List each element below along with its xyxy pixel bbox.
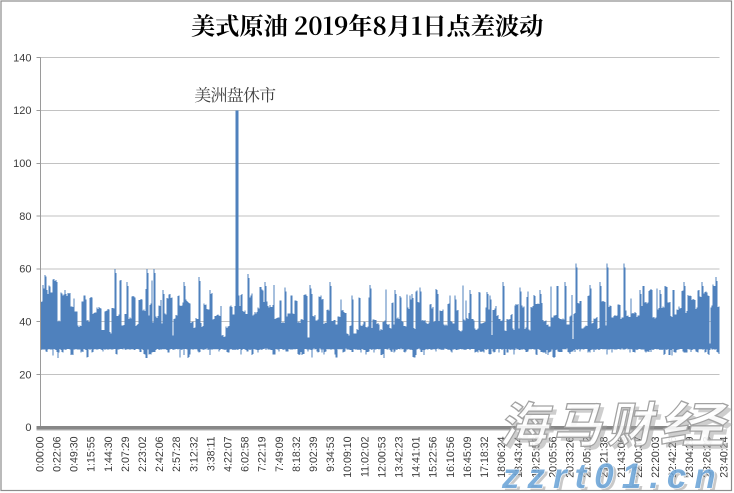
svg-text:8:18:32: 8:18:32 (291, 436, 303, 471)
svg-text:21:21:38: 21:21:38 (599, 436, 611, 477)
svg-text:40: 40 (19, 317, 31, 329)
svg-text:1:15:55: 1:15:55 (86, 436, 98, 471)
svg-text:2:07:29: 2:07:29 (120, 436, 132, 471)
svg-text:120: 120 (13, 105, 31, 117)
svg-text:7:49:09: 7:49:09 (274, 436, 286, 471)
svg-text:0: 0 (25, 422, 31, 434)
svg-text:7:22:19: 7:22:19 (257, 436, 269, 471)
svg-text:16:10:56: 16:10:56 (445, 436, 457, 477)
svg-text:2:57:28: 2:57:28 (171, 436, 183, 471)
svg-text:3:12:32: 3:12:32 (188, 436, 200, 471)
svg-text:22:20:03: 22:20:03 (650, 436, 662, 477)
svg-text:14:41:01: 14:41:01 (411, 436, 423, 477)
svg-text:16:45:09: 16:45:09 (462, 436, 474, 477)
svg-text:80: 80 (19, 211, 31, 223)
svg-text:4:22:07: 4:22:07 (223, 436, 235, 471)
svg-text:13:42:23: 13:42:23 (394, 436, 406, 477)
svg-text:9:02:39: 9:02:39 (308, 436, 320, 471)
svg-text:18:06:24: 18:06:24 (496, 436, 508, 477)
svg-text:18:43:44: 18:43:44 (513, 436, 525, 477)
svg-text:60: 60 (19, 264, 31, 276)
svg-text:3:38:11: 3:38:11 (205, 436, 217, 471)
svg-text:0:00:00: 0:00:00 (34, 436, 46, 471)
svg-text:20: 20 (19, 369, 31, 381)
svg-text:1:44:30: 1:44:30 (103, 436, 115, 471)
svg-text:20:33:26: 20:33:26 (565, 436, 577, 477)
svg-text:0:22:06: 0:22:06 (52, 436, 64, 471)
svg-text:zzrt01.cn: zzrt01.cn (501, 457, 724, 493)
svg-text:11:02:02: 11:02:02 (359, 436, 371, 477)
svg-text:2:42:06: 2:42:06 (154, 436, 166, 471)
svg-text:100: 100 (13, 158, 31, 170)
svg-text:21:43:06: 21:43:06 (616, 436, 628, 477)
svg-text:140: 140 (13, 52, 31, 64)
svg-text:0:49:30: 0:49:30 (69, 436, 81, 471)
svg-text:15:22:56: 15:22:56 (428, 436, 440, 477)
svg-text:12:00:53: 12:00:53 (376, 436, 388, 477)
svg-text:9:34:53: 9:34:53 (325, 436, 337, 471)
svg-text:zzrt01.cn: zzrt01.cn (504, 459, 727, 493)
svg-text:10:09:10: 10:09:10 (342, 436, 354, 477)
svg-text:17:18:32: 17:18:32 (479, 436, 491, 477)
svg-text:20:05:56: 20:05:56 (547, 436, 559, 477)
svg-text:6:02:58: 6:02:58 (240, 436, 252, 471)
svg-text:2:23:02: 2:23:02 (137, 436, 149, 471)
